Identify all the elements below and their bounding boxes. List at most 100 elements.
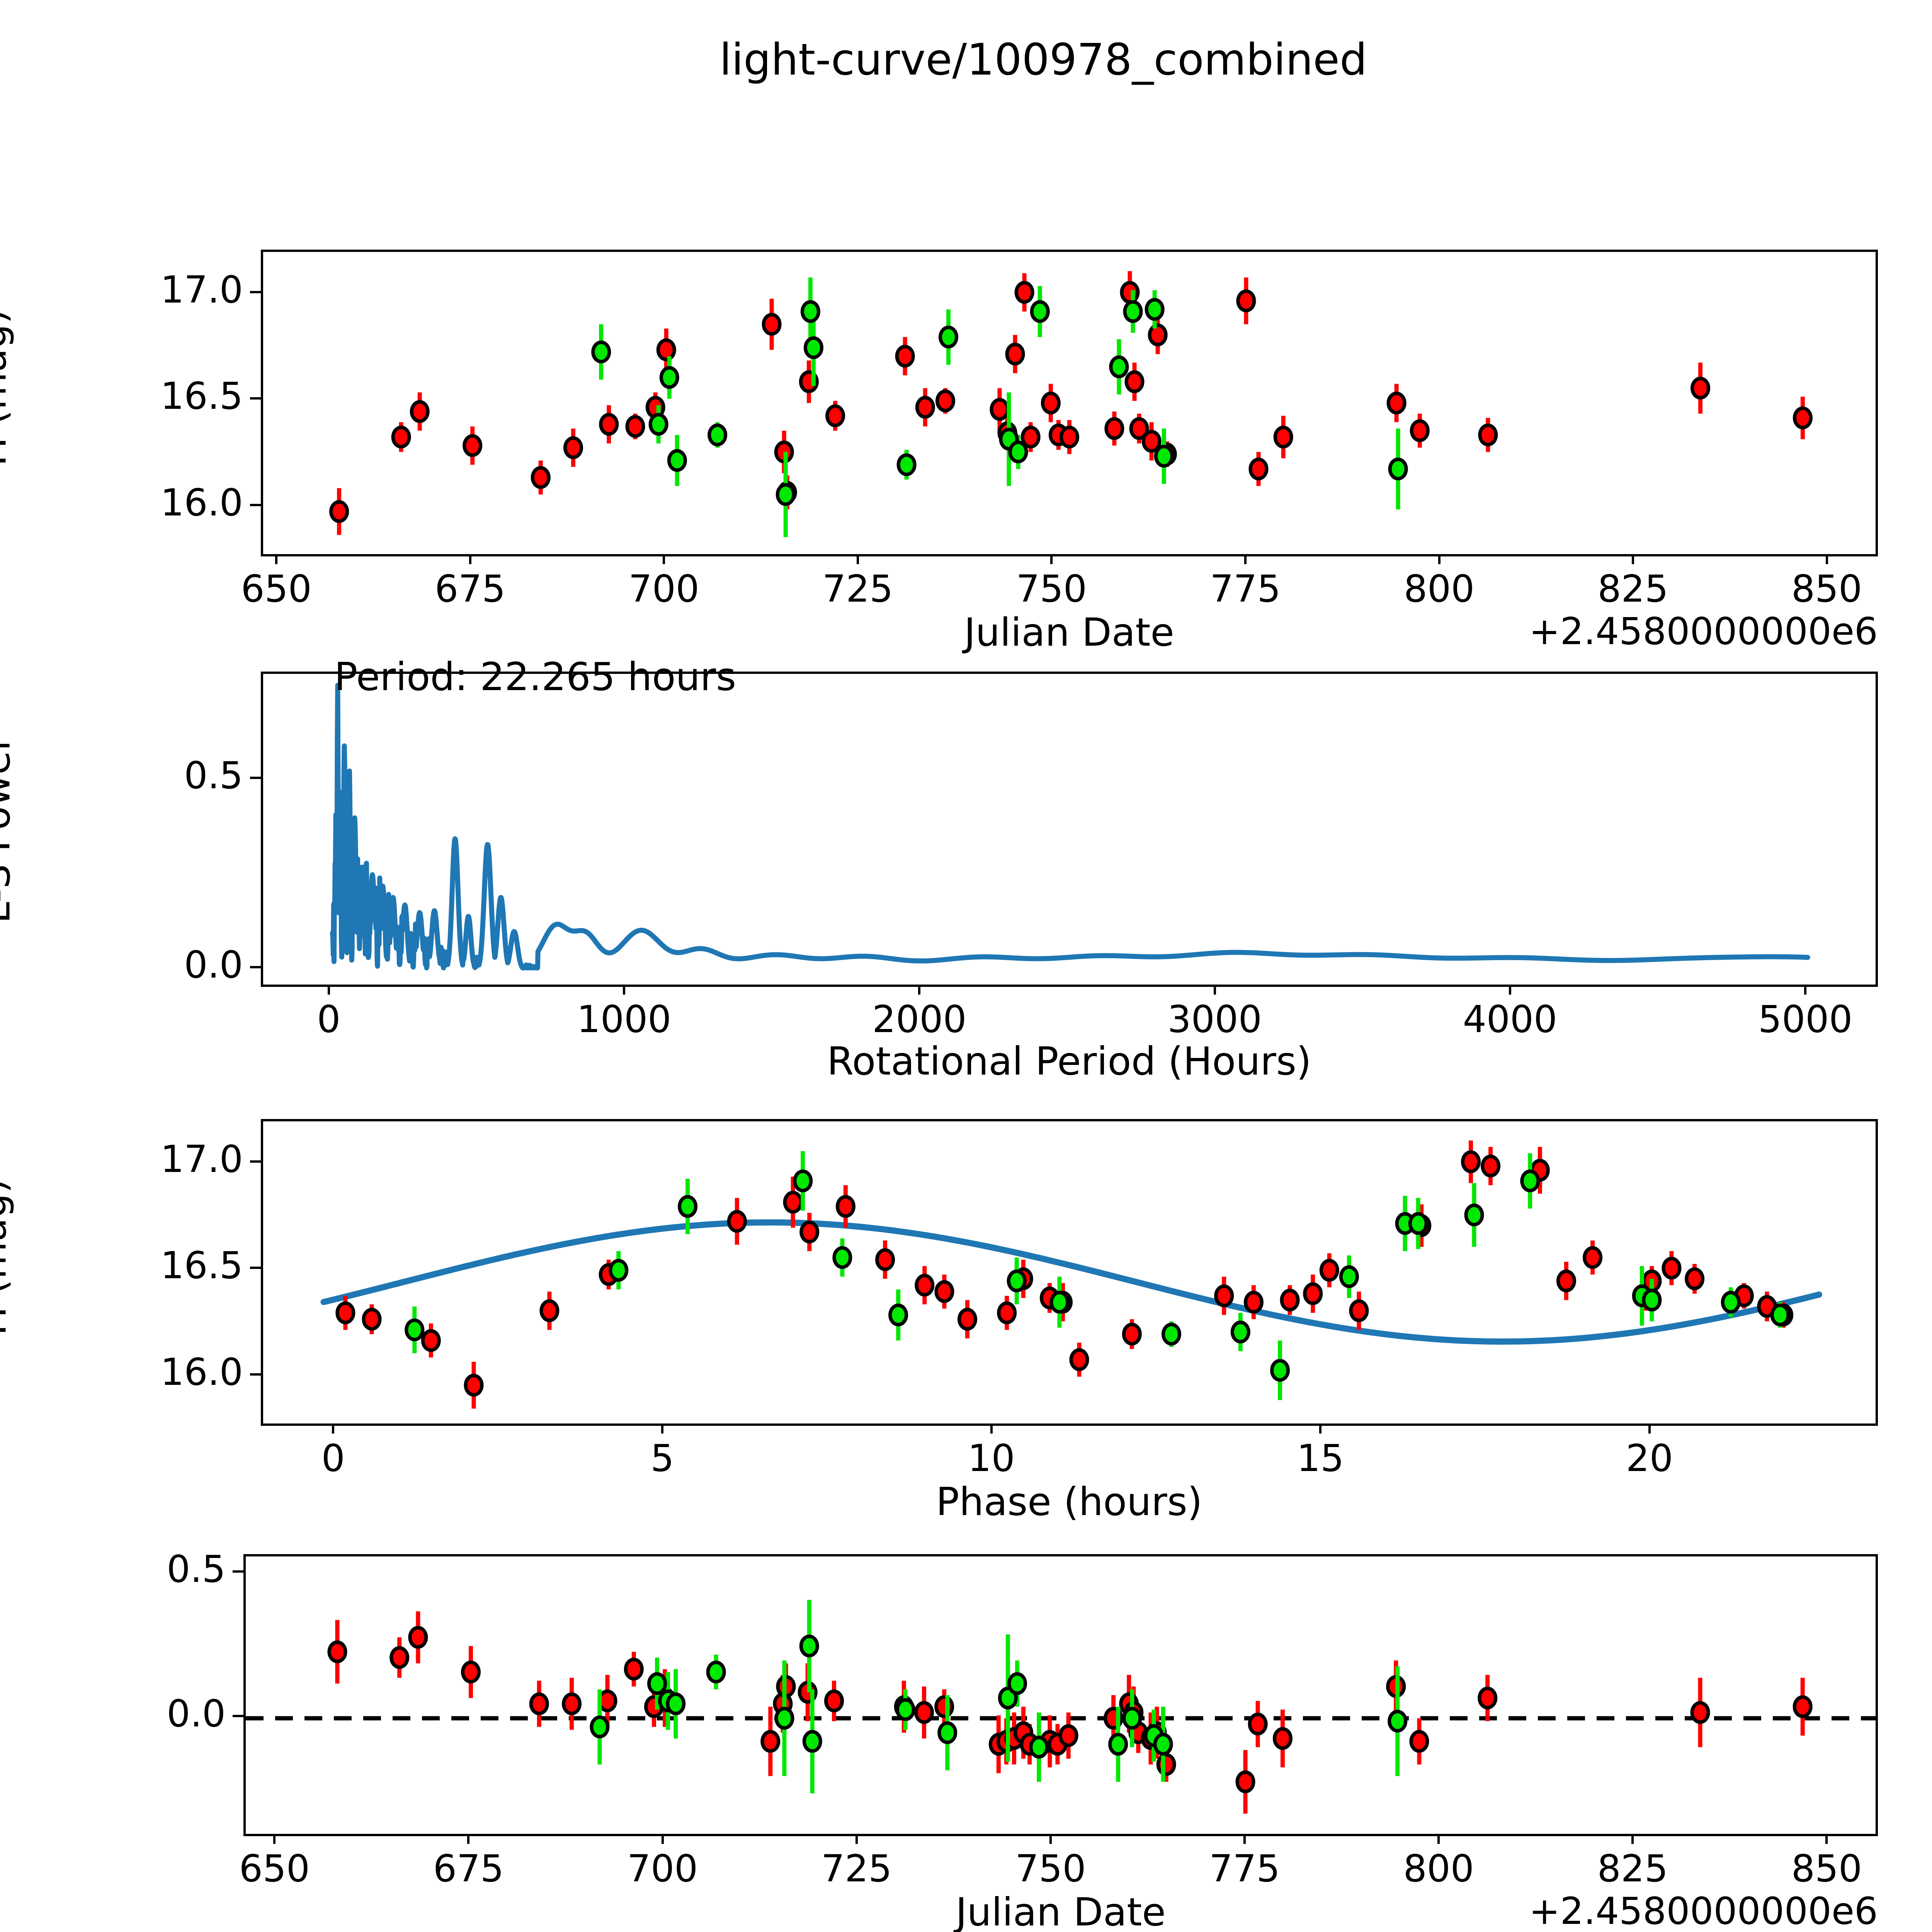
data-point — [1478, 423, 1498, 447]
axis-tick-label: 0.0 — [184, 943, 243, 986]
x-tick-mark — [273, 1834, 276, 1844]
y-tick-mark — [250, 503, 261, 506]
panel4-x-offset: +2.4580000000e6 — [1529, 1889, 1878, 1932]
axis-tick-label: 700 — [628, 567, 699, 611]
data-point — [824, 1689, 844, 1713]
data-point — [421, 1329, 441, 1352]
data-point — [1162, 1323, 1182, 1346]
data-point — [937, 1721, 957, 1744]
data-point — [1156, 1753, 1176, 1776]
y-tick-mark — [250, 966, 261, 968]
x-tick-mark — [332, 1423, 335, 1434]
x-tick-mark — [1438, 554, 1440, 564]
data-point — [934, 1695, 954, 1718]
data-point — [591, 340, 611, 364]
y-tick-mark — [250, 1160, 261, 1163]
data-point — [362, 1308, 382, 1331]
x-tick-mark — [855, 1834, 858, 1844]
data-point — [825, 404, 845, 427]
data-point — [1410, 419, 1430, 442]
data-point — [1409, 1730, 1429, 1753]
axis-tick-label: 725 — [822, 567, 893, 611]
axis-tick-label: 0.5 — [167, 1547, 226, 1591]
y-tick-mark — [233, 1570, 243, 1573]
periodogram-plot — [330, 683, 1810, 971]
y-tick-mark — [250, 776, 261, 779]
axis-tick-label: 0 — [317, 998, 341, 1041]
data-point — [1583, 1246, 1603, 1269]
axis-tick-label: 16.5 — [160, 374, 243, 418]
data-point — [1109, 355, 1129, 378]
data-point — [648, 413, 668, 436]
data-point — [624, 1658, 644, 1681]
x-tick-mark — [661, 1834, 664, 1844]
axis-tick-label: 850 — [1791, 567, 1862, 611]
series-green — [591, 277, 1408, 537]
x-tick-mark — [623, 985, 626, 995]
data-point — [1481, 1155, 1501, 1178]
axis-tick-label: 725 — [821, 1847, 892, 1890]
x-tick-mark — [1319, 1423, 1322, 1434]
data-point — [531, 466, 551, 489]
data-point — [329, 500, 349, 523]
axis-tick-label: 3000 — [1167, 998, 1262, 1041]
data-point — [1007, 1672, 1027, 1695]
axis-tick-label: 800 — [1403, 1847, 1474, 1890]
axis-tick-label: 825 — [1597, 1847, 1668, 1890]
data-point — [915, 396, 935, 419]
data-point — [1319, 1259, 1339, 1282]
data-point — [939, 325, 959, 349]
axis-tick-label: 775 — [1210, 567, 1281, 611]
panel3-ylabel: H (mag) — [0, 1178, 15, 1335]
data-point — [1273, 425, 1293, 449]
axis-tick-label: 800 — [1403, 567, 1475, 611]
data-point — [1145, 298, 1165, 321]
axis-tick-label: 0 — [321, 1437, 345, 1480]
data-point — [1388, 1709, 1408, 1733]
data-point — [461, 1660, 481, 1684]
axis-tick-label: 5000 — [1758, 998, 1853, 1041]
data-point — [1236, 289, 1256, 313]
data-point — [1007, 1269, 1027, 1293]
data-point — [1122, 1707, 1142, 1730]
data-point — [1214, 1284, 1234, 1308]
data-point — [799, 1634, 819, 1658]
x-tick-mark — [1244, 554, 1247, 564]
panel1-ylabel: H (mag) — [0, 309, 15, 466]
data-point — [1030, 300, 1050, 323]
data-point — [327, 1640, 347, 1663]
y-tick-mark — [233, 1714, 243, 1717]
data-point — [625, 415, 645, 438]
axis-tick-label: 0.0 — [167, 1692, 226, 1735]
x-tick-mark — [1437, 1834, 1440, 1844]
y-tick-mark — [250, 397, 261, 400]
data-point — [793, 1169, 813, 1192]
axis-tick-label: 1000 — [577, 998, 672, 1041]
data-point — [647, 1672, 667, 1695]
data-point — [1642, 1289, 1662, 1312]
panel-phase-folded — [261, 1119, 1878, 1426]
x-tick-mark — [990, 1423, 993, 1434]
data-point — [590, 1715, 610, 1738]
data-point — [1235, 1770, 1255, 1793]
data-point — [1461, 1150, 1481, 1173]
axis-tick-label: 10 — [968, 1437, 1015, 1480]
data-point — [1272, 1727, 1293, 1750]
data-point — [896, 453, 917, 476]
data-point — [1049, 1291, 1070, 1314]
data-point — [666, 1692, 686, 1715]
data-point — [562, 1692, 582, 1715]
data-point — [1060, 425, 1079, 449]
x-tick-mark — [1243, 1834, 1246, 1844]
data-point — [707, 423, 728, 447]
data-point — [1388, 457, 1408, 481]
x-tick-mark — [1632, 554, 1634, 564]
data-point — [1248, 457, 1269, 481]
panel2-xlabel: Rotational Period (Hours) — [827, 1039, 1311, 1084]
axis-tick-label: 0.5 — [184, 753, 243, 797]
data-point — [1520, 1169, 1540, 1192]
data-point — [1662, 1257, 1682, 1280]
data-point — [1464, 1203, 1484, 1226]
panel-lightcurve-time — [261, 250, 1878, 556]
x-tick-mark — [663, 554, 665, 564]
